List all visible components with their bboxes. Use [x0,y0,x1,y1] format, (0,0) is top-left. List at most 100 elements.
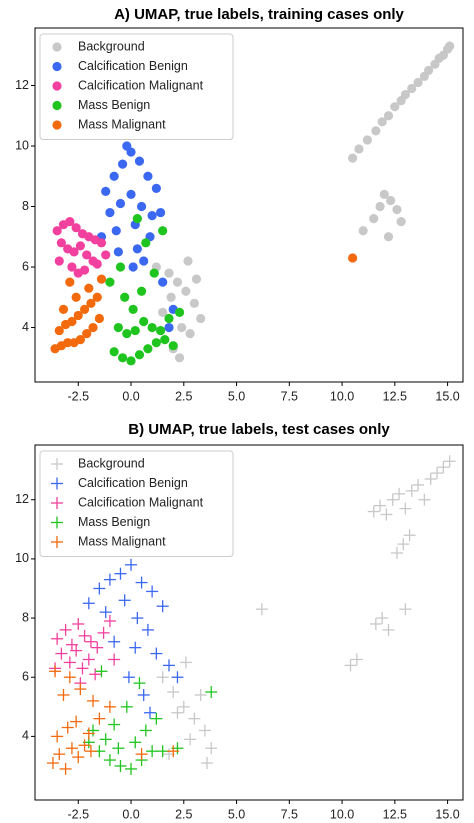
point [141,238,151,248]
point [158,307,168,318]
point [65,277,75,287]
point [58,304,69,314]
point [52,120,62,130]
point [120,700,133,713]
point [151,338,161,348]
point [109,171,119,181]
point [362,135,372,145]
x-tick-label: 7.5 [281,389,298,403]
point [149,268,159,278]
point [56,238,66,248]
y-tick-label: 10 [15,138,29,152]
point [156,745,169,758]
point [205,742,218,755]
point [65,742,78,755]
point [156,671,169,684]
point [136,201,147,212]
point [82,597,95,610]
plot-area [50,41,455,366]
legend-label: Calcification Benign [78,59,188,73]
legend-label: Calcification Malignant [78,495,204,509]
point [396,217,406,227]
point [82,328,92,339]
y-tick-label: 6 [22,670,29,684]
point [129,641,142,654]
point [122,671,135,684]
legend-label: Background [78,456,145,470]
point [367,505,380,518]
point [112,742,125,755]
point [118,594,131,607]
plot-area [46,455,456,775]
point [185,328,195,339]
point [108,653,121,666]
point [122,141,132,151]
point [134,350,145,360]
point [103,700,116,713]
y-tick-label: 4 [22,729,29,743]
point [139,316,149,327]
x-tick-label: -2.5 [67,389,89,403]
point [201,757,214,770]
point [143,344,153,354]
point [99,606,112,619]
x-tick-label: 5.0 [228,389,245,403]
point [399,603,412,616]
point [156,600,169,613]
point [171,671,184,684]
point [91,641,104,654]
point [386,493,399,506]
point [82,653,95,666]
point [445,41,455,51]
point [379,189,389,200]
x-tick-label: 10.0 [330,389,354,403]
point [52,61,62,72]
point [82,250,92,260]
y-tick-label: 8 [22,610,29,624]
point [392,204,402,215]
point [144,706,157,719]
point [413,77,423,88]
point [174,307,185,318]
point [105,277,115,287]
point [383,232,394,242]
point [399,502,412,515]
point [369,617,382,630]
point [59,762,72,775]
point [374,499,387,512]
point [354,144,364,154]
point [164,313,174,324]
x-tick-label: 2.5 [175,389,192,403]
point [164,268,174,278]
point [117,353,128,363]
point [101,186,111,196]
point [350,653,363,666]
point [348,253,358,263]
point [369,214,379,224]
x-tick-label: 12.5 [383,807,407,821]
point [412,478,425,491]
point [52,100,62,111]
point [400,89,410,100]
point [393,487,406,500]
y-tick-label: 10 [15,551,29,565]
point [125,762,138,775]
point [403,529,416,542]
point [382,623,395,636]
point [99,733,112,746]
point [166,292,176,302]
point [114,567,127,580]
point [125,558,138,571]
x-tick-label: 2.5 [175,807,192,821]
point [55,647,68,660]
point [96,274,107,284]
point [132,214,142,224]
point [103,754,116,767]
point [255,603,268,616]
x-tick-label: 15.0 [435,389,459,403]
axes-frame [34,27,464,383]
point [377,117,387,127]
point [63,656,76,669]
legend-label: Mass Malignant [78,534,166,548]
